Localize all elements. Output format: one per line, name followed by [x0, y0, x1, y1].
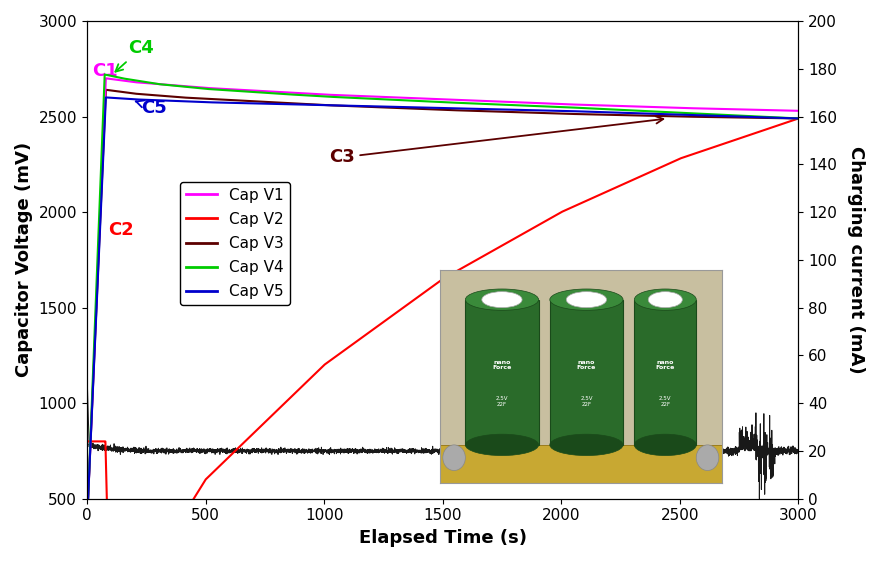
Ellipse shape — [550, 434, 623, 456]
Text: C3: C3 — [329, 116, 664, 166]
Text: 2.5V
22F: 2.5V 22F — [580, 396, 593, 407]
Text: nano
Force: nano Force — [576, 360, 596, 370]
Bar — [634, 300, 696, 445]
Ellipse shape — [466, 289, 539, 310]
Ellipse shape — [466, 434, 539, 456]
Text: C5: C5 — [136, 99, 167, 117]
Ellipse shape — [649, 292, 682, 307]
Y-axis label: Capacitor Voltage (mV): Capacitor Voltage (mV) — [15, 142, 33, 378]
Bar — [466, 300, 539, 445]
Bar — [440, 445, 722, 483]
X-axis label: Elapsed Time (s): Elapsed Time (s) — [359, 529, 527, 547]
Y-axis label: Charging current (mA): Charging current (mA) — [847, 146, 865, 374]
Ellipse shape — [482, 292, 522, 307]
Bar — [550, 300, 623, 445]
Ellipse shape — [634, 434, 696, 456]
Text: nano
Force: nano Force — [492, 360, 511, 370]
Ellipse shape — [634, 289, 696, 310]
Text: C4: C4 — [115, 39, 154, 72]
Ellipse shape — [567, 292, 606, 307]
Text: 2.5V
22F: 2.5V 22F — [495, 396, 509, 407]
Ellipse shape — [696, 445, 719, 470]
Text: C1: C1 — [92, 62, 117, 80]
Text: C2: C2 — [108, 221, 134, 239]
Ellipse shape — [443, 445, 466, 470]
Ellipse shape — [550, 289, 623, 310]
Legend: Cap V1, Cap V2, Cap V3, Cap V4, Cap V5: Cap V1, Cap V2, Cap V3, Cap V4, Cap V5 — [180, 182, 290, 305]
Text: 2.5V
22F: 2.5V 22F — [659, 396, 671, 407]
Text: nano
Force: nano Force — [656, 360, 675, 370]
